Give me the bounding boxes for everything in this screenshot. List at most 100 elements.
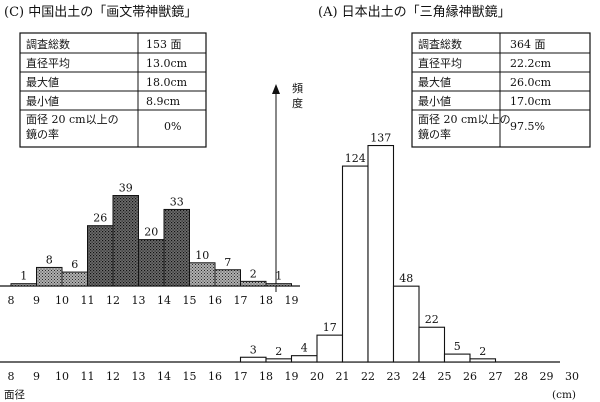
chart-c-title: (C) 中国出土の「画文帯神獣鏡」 <box>4 5 197 20</box>
c-bar-label-15: 10 <box>195 249 209 262</box>
c-tick-11: 11 <box>81 294 95 307</box>
stats-table-a: 調査総数 364 面 直径平均 22.2cm 最大値 26.0cm 最小値 17… <box>411 32 591 148</box>
a-bar-label-25: 5 <box>454 340 461 353</box>
a-tick-29: 29 <box>540 370 554 383</box>
c-tick-19: 19 <box>285 294 299 307</box>
a-bar-17 <box>239 356 267 363</box>
a-tick-11: 11 <box>81 370 95 383</box>
c-bar-label-16: 7 <box>224 256 231 269</box>
a-bar-label-26: 2 <box>479 345 486 358</box>
c-tick-9: 9 <box>33 294 40 307</box>
stats-a-value-rate: 97.5% <box>510 120 545 133</box>
a-tick-22: 22 <box>361 370 375 383</box>
c-bar-label-13: 20 <box>144 226 158 239</box>
stats-c-value-rate: 0% <box>164 120 181 133</box>
stats-table-c: 調査総数 153 面 直径平均 13.0cm 最大値 18.0cm 最小値 8.… <box>19 32 207 148</box>
c-bar-16 <box>214 269 241 287</box>
frequency-axis-arrow <box>272 84 280 292</box>
a-bar-24 <box>418 326 446 363</box>
stats-c-value-mean: 13.0cm <box>146 57 188 70</box>
c-tick-15: 15 <box>183 294 197 307</box>
a-tick-23: 23 <box>387 370 401 383</box>
a-bar-18 <box>265 358 293 363</box>
c-tick-10: 10 <box>55 294 69 307</box>
frequency-axis-label: 頻度 <box>292 81 303 110</box>
stats-c-value-max: 18.0cm <box>146 76 188 89</box>
c-bar-13 <box>138 239 165 287</box>
c-tick-16: 16 <box>208 294 222 307</box>
a-bar-label-21: 124 <box>345 152 366 165</box>
c-bar-label-11: 26 <box>93 212 107 225</box>
a-bar-20 <box>316 334 344 363</box>
stats-a-label-min: 最小値 <box>418 95 451 108</box>
c-tick-18: 18 <box>259 294 273 307</box>
a-tick-19: 19 <box>285 370 299 383</box>
stats-a-label-rate: 面径 20 cm以上の鏡の率 <box>418 113 511 141</box>
c-tick-17: 17 <box>234 294 248 307</box>
c-bar-10 <box>61 271 88 287</box>
stats-c-value-min: 8.9cm <box>146 95 181 108</box>
a-tick-16: 16 <box>208 370 222 383</box>
c-bar-8 <box>10 283 37 287</box>
a-bar-label-22: 137 <box>370 132 391 145</box>
a-x-axis-label: 面径 <box>4 388 25 401</box>
stats-c-label-total: 調査総数 <box>26 37 70 51</box>
c-bar-9 <box>36 266 63 287</box>
a-tick-18: 18 <box>259 370 273 383</box>
c-bar-17 <box>240 280 267 287</box>
c-bar-label-9: 8 <box>46 253 53 266</box>
c-tick-13: 13 <box>132 294 146 307</box>
c-bar-14 <box>163 208 190 287</box>
stats-c-label-rate: 面径 20 cm以上の鏡の率 <box>26 113 119 141</box>
a-bar-25 <box>443 353 471 363</box>
a-bar-21 <box>341 165 369 363</box>
stats-a-value-min: 17.0cm <box>510 95 552 108</box>
stats-c-label-mean: 直径平均 <box>26 56 70 70</box>
stats-a-value-mean: 22.2cm <box>510 57 552 70</box>
chart-a-title: (A) 日本出土の「三角縁神獣鏡」 <box>318 4 511 20</box>
a-tick-24: 24 <box>412 370 426 383</box>
stats-a-label-mean: 直径平均 <box>418 56 462 70</box>
a-tick-9: 9 <box>33 370 40 383</box>
c-bar-label-18: 1 <box>275 270 282 283</box>
c-bar-label-14: 33 <box>170 195 184 208</box>
a-bar-label-24: 22 <box>425 313 439 326</box>
stats-c-label-min: 最小値 <box>26 95 59 108</box>
c-bar-label-12: 39 <box>119 182 133 195</box>
stats-a-value-max: 26.0cm <box>510 76 552 89</box>
a-tick-12: 12 <box>106 370 120 383</box>
a-tick-13: 13 <box>132 370 146 383</box>
a-x-axis-unit: (cm) <box>552 389 576 401</box>
a-bar-22 <box>367 144 395 363</box>
a-tick-26: 26 <box>463 370 477 383</box>
a-tick-14: 14 <box>157 370 171 383</box>
c-tick-8: 8 <box>8 294 15 307</box>
stats-a-value-total: 364 面 <box>510 38 546 51</box>
a-tick-30: 30 <box>565 370 579 383</box>
c-bar-label-17: 2 <box>250 267 257 280</box>
c-bar-12 <box>112 195 139 287</box>
c-tick-14: 14 <box>157 294 171 307</box>
a-bar-label-23: 48 <box>399 272 413 285</box>
a-bar-label-20: 17 <box>323 321 337 334</box>
c-bar-15 <box>189 262 216 287</box>
stats-c-label-max: 最大値 <box>26 75 59 89</box>
a-bar-26 <box>469 358 497 363</box>
stats-c-value-total: 153 面 <box>146 38 182 51</box>
stats-a-label-max: 最大値 <box>418 75 451 89</box>
a-tick-10: 10 <box>55 370 69 383</box>
a-bar-19 <box>290 355 318 363</box>
a-bar-label-17: 3 <box>250 343 257 356</box>
c-bar-18 <box>265 283 292 287</box>
a-tick-15: 15 <box>183 370 197 383</box>
a-tick-20: 20 <box>310 370 324 383</box>
a-tick-8: 8 <box>8 370 15 383</box>
a-tick-28: 28 <box>514 370 528 383</box>
c-bar-11 <box>87 225 114 287</box>
c-bar-label-8: 1 <box>20 270 27 283</box>
a-bar-label-19: 4 <box>301 342 308 355</box>
a-tick-25: 25 <box>438 370 452 383</box>
a-tick-27: 27 <box>489 370 503 383</box>
a-tick-17: 17 <box>234 370 248 383</box>
